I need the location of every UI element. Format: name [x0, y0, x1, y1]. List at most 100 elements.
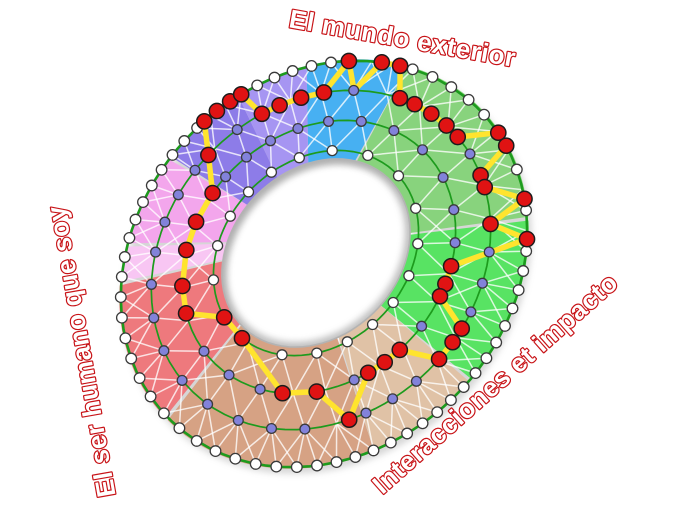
node-l2[interactable]: [322, 115, 335, 127]
node-l4[interactable]: [249, 457, 262, 470]
node-l4[interactable]: [119, 332, 132, 345]
node-l1[interactable]: [293, 152, 305, 164]
node-l2[interactable]: [198, 345, 210, 357]
selected-node[interactable]: [215, 308, 233, 326]
node-l4[interactable]: [406, 63, 419, 76]
node-l3[interactable]: [202, 398, 214, 410]
selected-node[interactable]: [340, 52, 358, 70]
node-l4[interactable]: [305, 59, 318, 72]
node-l4[interactable]: [209, 445, 222, 458]
node-l3[interactable]: [299, 423, 311, 435]
selected-node[interactable]: [376, 353, 394, 371]
selected-node[interactable]: [406, 95, 423, 113]
node-l2[interactable]: [292, 122, 304, 135]
node-l4[interactable]: [349, 451, 362, 463]
node-l4[interactable]: [133, 372, 146, 385]
node-l4[interactable]: [145, 179, 158, 192]
node-l4[interactable]: [115, 270, 128, 283]
node-l4[interactable]: [330, 456, 343, 469]
node-l4[interactable]: [506, 302, 519, 315]
node-l1[interactable]: [362, 149, 374, 162]
node-l4[interactable]: [157, 407, 170, 420]
selected-node[interactable]: [292, 89, 310, 107]
node-l4[interactable]: [445, 81, 458, 94]
node-l2[interactable]: [437, 171, 449, 183]
selected-node[interactable]: [516, 190, 533, 208]
selected-node[interactable]: [391, 341, 409, 359]
node-l1[interactable]: [403, 270, 415, 282]
node-l4[interactable]: [426, 70, 439, 83]
selected-node[interactable]: [204, 184, 221, 202]
node-l3[interactable]: [232, 414, 244, 426]
node-l1[interactable]: [326, 144, 338, 157]
selected-node[interactable]: [391, 57, 409, 75]
node-l3[interactable]: [360, 407, 372, 419]
selected-node[interactable]: [373, 54, 391, 71]
node-l2[interactable]: [254, 383, 266, 395]
selected-node[interactable]: [430, 350, 448, 368]
node-l4[interactable]: [129, 213, 142, 226]
selected-node[interactable]: [442, 257, 460, 275]
node-l3[interactable]: [189, 164, 201, 176]
selected-node[interactable]: [497, 137, 515, 155]
node-l4[interactable]: [290, 461, 303, 474]
selected-node[interactable]: [253, 105, 271, 123]
node-l3[interactable]: [465, 306, 477, 318]
node-l3[interactable]: [483, 246, 495, 258]
node-l3[interactable]: [387, 393, 399, 405]
node-l4[interactable]: [512, 284, 525, 297]
node-l3[interactable]: [348, 84, 360, 96]
node-l4[interactable]: [286, 65, 299, 77]
node-l4[interactable]: [469, 367, 482, 380]
node-l4[interactable]: [178, 135, 191, 147]
node-l4[interactable]: [431, 406, 444, 419]
node-l4[interactable]: [229, 452, 242, 465]
node-l2[interactable]: [223, 369, 235, 381]
selected-node[interactable]: [315, 84, 333, 101]
node-l1[interactable]: [265, 166, 278, 178]
node-l2[interactable]: [388, 125, 400, 137]
node-l4[interactable]: [510, 163, 523, 176]
node-l4[interactable]: [325, 56, 337, 69]
node-l3[interactable]: [158, 345, 170, 357]
node-l1[interactable]: [366, 318, 379, 331]
node-l2[interactable]: [355, 115, 367, 127]
node-l3[interactable]: [265, 422, 278, 435]
selected-node[interactable]: [422, 105, 440, 123]
node-l4[interactable]: [118, 251, 131, 263]
node-l2[interactable]: [240, 151, 252, 163]
node-l4[interactable]: [478, 108, 491, 121]
node-l1[interactable]: [341, 336, 353, 348]
node-l4[interactable]: [114, 291, 127, 304]
node-l2[interactable]: [448, 204, 460, 216]
node-l4[interactable]: [499, 319, 511, 332]
selected-node[interactable]: [340, 411, 358, 429]
node-l3[interactable]: [172, 189, 184, 201]
node-l2[interactable]: [348, 374, 360, 386]
node-l4[interactable]: [144, 390, 157, 403]
selected-node[interactable]: [444, 333, 461, 351]
node-l1[interactable]: [410, 202, 422, 214]
node-l4[interactable]: [268, 71, 281, 84]
node-l3[interactable]: [148, 312, 160, 324]
selected-node[interactable]: [195, 113, 213, 130]
node-l1[interactable]: [392, 170, 405, 182]
selected-node[interactable]: [177, 241, 195, 259]
node-l4[interactable]: [367, 444, 380, 457]
node-l4[interactable]: [480, 352, 493, 365]
node-l1[interactable]: [207, 274, 220, 286]
node-l4[interactable]: [444, 394, 457, 407]
node-l4[interactable]: [517, 265, 530, 277]
node-l1[interactable]: [412, 238, 424, 250]
node-l3[interactable]: [145, 278, 157, 290]
node-l1[interactable]: [276, 349, 288, 361]
node-l4[interactable]: [457, 381, 470, 393]
node-l4[interactable]: [520, 245, 533, 258]
node-l2[interactable]: [264, 135, 277, 147]
node-l3[interactable]: [176, 374, 188, 386]
node-l2[interactable]: [416, 144, 429, 156]
node-l2[interactable]: [416, 320, 428, 332]
node-l3[interactable]: [159, 216, 171, 228]
selected-node[interactable]: [391, 89, 409, 107]
selected-node[interactable]: [233, 329, 251, 347]
